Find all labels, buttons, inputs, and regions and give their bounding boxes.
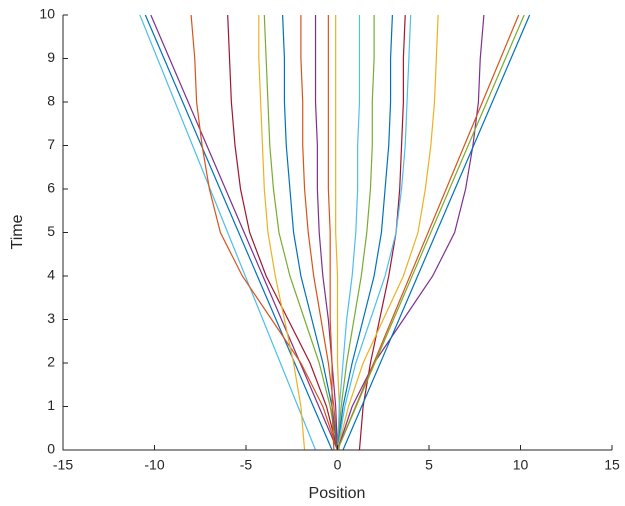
trajectory: [300, 15, 339, 451]
trajectory: [314, 15, 339, 451]
trajectory: [144, 14, 333, 451]
trajectory: [335, 15, 340, 450]
trajectory: [327, 15, 335, 451]
trajectory: [336, 15, 375, 451]
trajectory: [139, 14, 317, 451]
y-tick-label: 4: [47, 267, 55, 283]
x-axis-label: Position: [309, 485, 366, 502]
trajectory: [336, 14, 393, 451]
x-tick-label: 0: [334, 457, 342, 473]
trajectory: [282, 14, 339, 451]
axes: [62, 15, 612, 451]
trajectory: [336, 14, 520, 451]
trajectory: [190, 14, 339, 451]
x-tick-label: 15: [604, 457, 620, 473]
trajectory: [150, 14, 339, 451]
trajectory: [336, 14, 525, 451]
trajectory: [336, 14, 412, 451]
y-tick-label: 1: [47, 397, 55, 413]
x-tick-label: -15: [53, 457, 73, 473]
y-axis-label: Time: [9, 214, 26, 249]
y-tick-label: 10: [39, 6, 55, 22]
trajectory: [227, 14, 339, 451]
x-tick-label: 10: [513, 457, 529, 473]
y-tick-label: 0: [47, 441, 55, 457]
trajectory: [342, 14, 531, 451]
x-tick-label: -5: [240, 457, 253, 473]
x-tick-label: -10: [144, 457, 164, 473]
y-tick-label: 9: [47, 49, 55, 65]
x-tick-label: 5: [425, 457, 433, 473]
y-tick-label: 2: [47, 354, 55, 370]
y-tick-label: 6: [47, 180, 55, 196]
y-tick-label: 3: [47, 310, 55, 326]
y-tick-label: 8: [47, 93, 55, 109]
y-tick-label: 5: [47, 223, 55, 239]
trajectory: [336, 14, 485, 451]
trajectory: [263, 14, 339, 451]
trajectory: [336, 14, 439, 451]
trajectory: [336, 15, 361, 451]
y-tick-label: 7: [47, 136, 55, 152]
trajectory: [258, 15, 306, 451]
